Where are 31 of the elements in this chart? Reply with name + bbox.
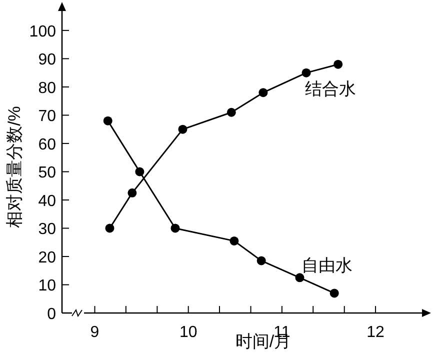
point xyxy=(128,188,137,198)
y-tick-label: 60 xyxy=(38,136,56,154)
y-tick-label: 50 xyxy=(38,164,56,182)
point xyxy=(258,88,268,98)
y-tick-label: 70 xyxy=(38,108,56,126)
y-tick-label: 40 xyxy=(38,192,56,210)
series-label: 自由水 xyxy=(301,256,352,276)
x-tick-label: 9 xyxy=(90,324,100,341)
y-tick-label: 80 xyxy=(38,80,56,97)
point xyxy=(226,108,236,117)
point xyxy=(302,68,311,78)
point xyxy=(256,256,266,266)
x-tick-label: 10 xyxy=(179,324,198,341)
y-axis-title: 相对质量分数/% xyxy=(5,106,24,228)
y-tick-label: 30 xyxy=(38,221,56,238)
y-tick-label: 0 xyxy=(47,306,56,323)
point xyxy=(105,224,114,233)
point xyxy=(170,224,180,233)
y-tick-label: 100 xyxy=(29,23,56,40)
point xyxy=(334,60,343,69)
point xyxy=(135,167,144,176)
y-tick-label: 10 xyxy=(38,278,56,295)
y-tick-label: 90 xyxy=(38,52,56,69)
point xyxy=(330,288,339,298)
series-label: 结合水 xyxy=(305,79,356,98)
x-tick-label: 12 xyxy=(366,324,385,341)
point xyxy=(178,124,188,134)
y-tick-label: 20 xyxy=(38,249,56,266)
point xyxy=(230,236,239,246)
point xyxy=(295,273,304,282)
point xyxy=(103,116,112,126)
